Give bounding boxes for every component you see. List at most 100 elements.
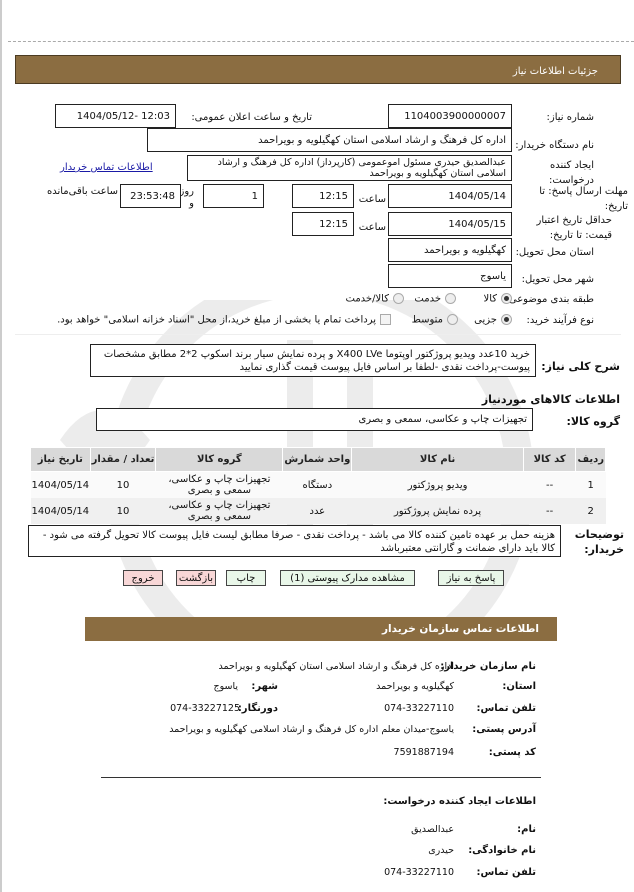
city-label: شهر محل تحویل: (521, 274, 594, 285)
checkbox-icon (380, 314, 391, 325)
radio-icon (393, 293, 404, 304)
deadline-label: مهلت ارسال پاسخ: تا تاریخ: (539, 186, 628, 212)
cell-group: تجهیزات چاپ و عکاسی، سمعی و بصری (155, 498, 283, 524)
remaining-field: 23:53:48 (120, 184, 181, 208)
contact-city: یاسوج (213, 681, 238, 692)
contact-address-label: آدرس پستی: (472, 724, 536, 735)
buyer-contact-link[interactable]: اطلاعات تماس خریدار (60, 162, 153, 173)
validity-time-field: 12:15 (292, 212, 354, 236)
contact-postal: 7591887194 (393, 747, 454, 758)
days-label: روز و (179, 186, 195, 209)
radio-icon (501, 314, 512, 325)
notes-line: هزینه حمل بر عهده تامین کننده کالا می با… (42, 530, 555, 541)
divider (8, 41, 634, 42)
contact-address: یاسوج-میدان معلم اداره کل فرهنگ و ارشاد … (169, 724, 454, 735)
deadline-date-field: 1404/05/14 (388, 184, 512, 208)
creator-family: حیدری (428, 845, 454, 856)
cell-group: تجهیزات چاپ و عکاسی، سمعی و بصری (155, 471, 283, 498)
cell-row: 2 (575, 498, 606, 524)
creator-phone-label: تلفن تماس: (476, 867, 536, 878)
table-header-row: ردیف کد کالا نام کالا واحد شمارش گروه کا… (30, 447, 606, 472)
contact-city-label: شهر: (251, 681, 278, 692)
contact-phone-label: تلفن تماس: (476, 703, 536, 714)
contact-postal-label: کد پستی: (488, 747, 536, 758)
creator-field: عبدالصدیق حیدری مسئول اموعمومی (کارپرداز… (187, 155, 512, 181)
announce-field: 1404/05/12- 12:03 (55, 104, 176, 128)
divider (101, 777, 541, 778)
back-button[interactable]: بازگشت (176, 570, 216, 586)
radio-label: خدمت (414, 293, 441, 305)
cell-name: پرده نمایش پروژکتور (351, 498, 524, 524)
col-name: نام کالا (351, 447, 524, 472)
category-radio-service[interactable]: خدمت (414, 293, 456, 305)
creator-family-label: نام خانوادگی: (468, 845, 536, 856)
radio-label: کالا/خدمت (345, 293, 390, 305)
cell-name: ویدیو پروژکتور (351, 471, 524, 498)
col-date: تاریخ نیاز (30, 447, 91, 472)
description-field: خرید 10عدد ویدیو پروژکتور اوپتوما X400 L… (90, 344, 536, 377)
table-row: 2 -- پرده نمایش پروژکتور عدد تجهیزات چاپ و ع… (30, 498, 606, 524)
category-radio-goods[interactable]: کالا (483, 293, 512, 305)
treasury-checkbox[interactable]: پرداخت تمام یا بخشی از مبلغ خرید،از محل … (57, 314, 391, 326)
contact-province-label: استان: (502, 681, 536, 692)
contact-org: اداره کل فرهنگ و ارشاد اسلامی استان کهگی… (218, 661, 454, 672)
contact-org-label: نام سازمان خریدار: (440, 661, 536, 672)
cell-qty: 10 (90, 471, 156, 498)
creator-label: ایجاد کننده درخواست: (549, 160, 594, 186)
process-label: نوع فرآیند خرید: (526, 315, 595, 326)
description-label: شرح کلی نیاز: (541, 360, 620, 373)
table-row: 1 -- ویدیو پروژکتور دستگاه تجهیزات چاپ و عکا… (30, 471, 606, 498)
notes-label: توضیحات خریدار: (574, 528, 624, 556)
city-field: یاسوج (388, 264, 512, 288)
validity-label: حداقل تاریخ اعتبار قیمت: تا تاریخ: (536, 215, 612, 241)
creator-phone: 074-33227110 (384, 867, 454, 878)
contact-phone: 074-33227110 (384, 703, 454, 714)
creator-value: عبدالصدیق حیدری مسئول اموعمومی (کارپرداز… (217, 157, 506, 179)
radio-icon (447, 314, 458, 325)
announce-label: تاریخ و ساعت اعلان عمومی: (191, 112, 312, 123)
days-field: 1 (203, 184, 264, 208)
process-radio-medium[interactable]: متوسط (412, 314, 458, 326)
exit-button[interactable]: خروج (123, 570, 163, 586)
col-code: کد کالا (522, 447, 577, 472)
creator-title: اطلاعات ایجاد کننده درخواست: (383, 796, 536, 807)
radio-icon (501, 293, 512, 304)
cell-qty: 10 (90, 498, 156, 524)
validity-date-field: 1404/05/15 (388, 212, 512, 236)
col-group: گروه کالا (155, 447, 284, 472)
left-border (0, 0, 2, 892)
notes-field: هزینه حمل بر عهده تامین کننده کالا می با… (28, 525, 561, 557)
attachments-button[interactable]: مشاهده مدارک پیوستی (1) (280, 570, 415, 586)
creator-name: عبدالصدیق (411, 824, 454, 835)
category-radio-both[interactable]: کالا/خدمت (345, 293, 404, 305)
validity-time-label: ساعت (358, 222, 386, 233)
cell-code: -- (523, 498, 576, 524)
contact-fax: 074-33227125 (170, 703, 240, 714)
process-radio-minor[interactable]: جزیی (474, 314, 512, 326)
contact-header: اطلاعات تماس سازمان خریدار (85, 617, 557, 641)
goods-group-label: گروه کالا: (566, 415, 620, 428)
contact-fax-label: دورنگار: (237, 703, 278, 714)
col-unit: واحد شمارش (282, 447, 353, 472)
buyer-org-field: اداره کل فرهنگ و ارشاد اسلامی استان کهگی… (147, 128, 512, 152)
description-line: پیوست-پرداخت نقدی -لطفا بر اساس فایل پیو… (239, 362, 530, 373)
print-button[interactable]: چاپ (226, 570, 266, 586)
contact-province: کهگیلویه و بویراحمد (376, 681, 454, 692)
buyer-org-label: نام دستگاه خریدار: (515, 140, 594, 151)
goods-group-field: تجهیزات چاپ و عکاسی، سمعی و بصری (96, 408, 533, 431)
deadline-time-label: ساعت (358, 194, 386, 205)
need-number-field: 1104003900000007 (388, 104, 512, 128)
radio-label: کالا (483, 293, 497, 305)
cell-unit: عدد (282, 498, 352, 524)
deadline-time-field: 12:15 (292, 184, 354, 208)
divider (15, 334, 621, 335)
description-line: خرید 10عدد ویدیو پروژکتور اوپتوما X400 L… (103, 349, 530, 360)
goods-table: ردیف کد کالا نام کالا واحد شمارش گروه کا… (30, 447, 606, 524)
radio-label: متوسط (411, 314, 443, 326)
reply-button[interactable]: پاسخ به نیاز (438, 570, 504, 586)
radio-icon (445, 293, 456, 304)
checkbox-label: پرداخت تمام یا بخشی از مبلغ خرید،از محل … (57, 314, 376, 326)
need-number-label: شماره نیاز: (546, 112, 595, 123)
section-header: جزئیات اطلاعات نیاز (15, 55, 621, 84)
